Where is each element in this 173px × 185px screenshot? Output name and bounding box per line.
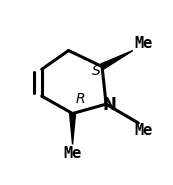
Text: Me: Me [63, 146, 82, 161]
Text: S: S [92, 64, 100, 78]
Text: R: R [76, 92, 85, 106]
Text: Me: Me [135, 36, 153, 51]
Text: N: N [103, 96, 116, 114]
Text: Me: Me [135, 123, 153, 138]
Polygon shape [70, 114, 76, 144]
Polygon shape [101, 51, 133, 69]
